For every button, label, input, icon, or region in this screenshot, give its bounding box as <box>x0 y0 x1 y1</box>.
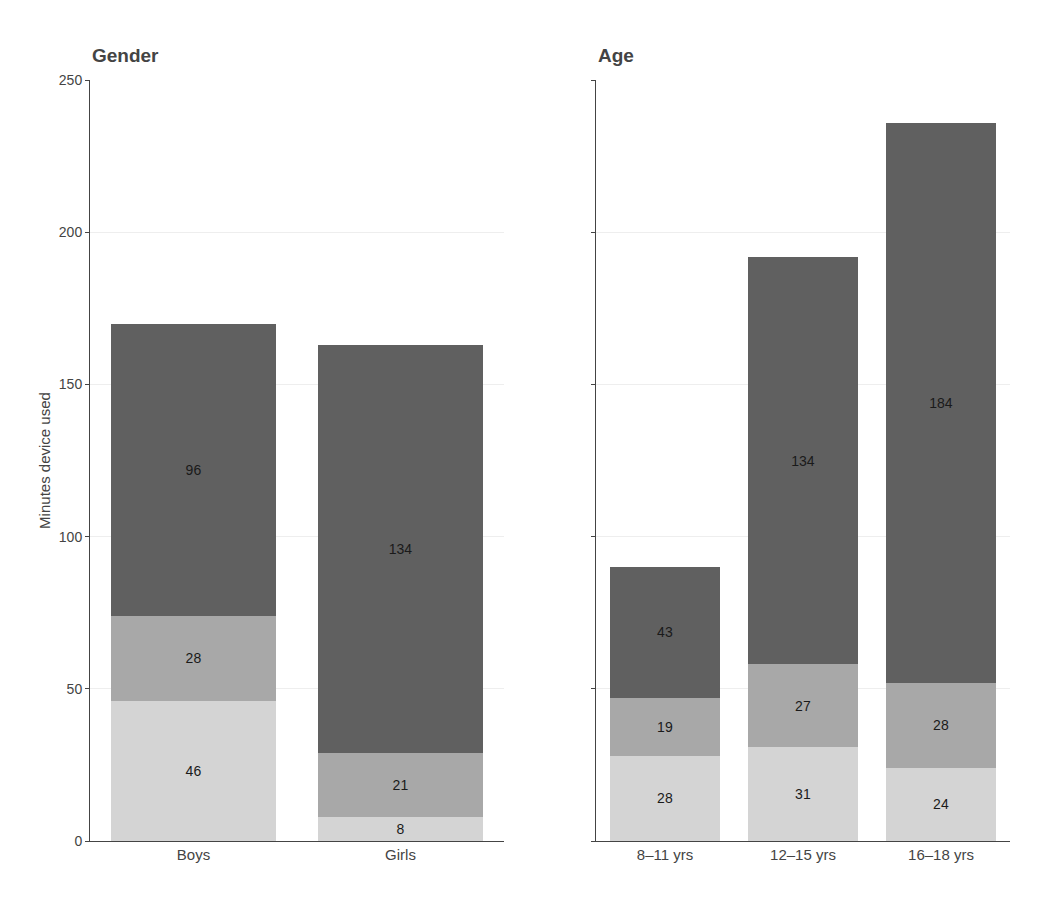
svg-text:19: 19 <box>657 719 673 735</box>
svg-text:0: 0 <box>74 833 82 849</box>
svg-text:28: 28 <box>186 650 202 666</box>
svg-text:Girls: Girls <box>385 846 416 863</box>
svg-text:12–15 yrs: 12–15 yrs <box>770 846 836 863</box>
svg-text:43: 43 <box>657 624 673 640</box>
svg-text:96: 96 <box>186 462 202 478</box>
svg-text:250: 250 <box>59 72 83 88</box>
svg-text:50: 50 <box>67 681 83 697</box>
svg-text:24: 24 <box>933 796 949 812</box>
svg-text:28: 28 <box>657 790 673 806</box>
svg-text:46: 46 <box>186 763 202 779</box>
svg-text:184: 184 <box>929 395 953 411</box>
svg-text:28: 28 <box>933 717 949 733</box>
svg-text:27: 27 <box>795 698 811 714</box>
svg-text:150: 150 <box>59 376 83 392</box>
svg-text:134: 134 <box>791 453 815 469</box>
svg-text:134: 134 <box>389 541 413 557</box>
svg-text:Age: Age <box>598 45 634 66</box>
svg-text:8: 8 <box>397 821 405 837</box>
svg-text:21: 21 <box>393 777 409 793</box>
svg-text:31: 31 <box>795 786 811 802</box>
svg-text:Boys: Boys <box>177 846 210 863</box>
svg-text:100: 100 <box>59 529 83 545</box>
svg-text:Gender: Gender <box>92 45 159 66</box>
svg-text:Minutes device used: Minutes device used <box>36 392 53 529</box>
svg-text:16–18 yrs: 16–18 yrs <box>908 846 974 863</box>
svg-text:8–11 yrs: 8–11 yrs <box>637 846 693 863</box>
svg-text:200: 200 <box>59 224 83 240</box>
